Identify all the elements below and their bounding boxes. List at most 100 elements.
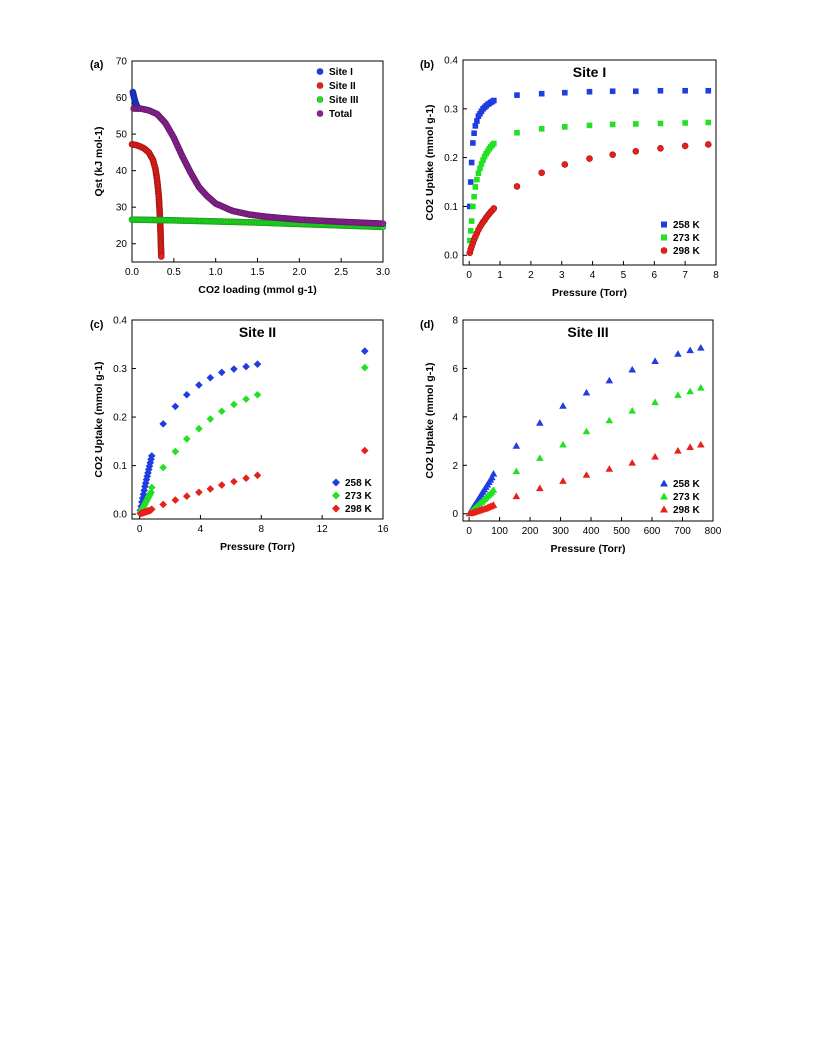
panel-label: (c) (90, 319, 104, 331)
data-point (141, 482, 149, 491)
data-point (360, 446, 369, 455)
data-point (206, 373, 215, 382)
legend-marker (660, 492, 668, 500)
y-tick-label: 0.4 (444, 56, 458, 67)
data-point (477, 165, 483, 172)
data-point (651, 398, 659, 406)
plot-frame (462, 319, 714, 522)
legend-marker (660, 247, 668, 254)
series-258-k: 258 K (465, 344, 705, 516)
x-tick-label: 500 (613, 526, 630, 537)
data-point (697, 344, 705, 351)
x-tick-label: 16 (377, 524, 389, 535)
data-point (605, 376, 614, 384)
x-tick-label: 0 (137, 524, 143, 535)
data-point (561, 161, 569, 168)
data-point (159, 420, 167, 428)
data-point (559, 440, 567, 448)
data-point (206, 485, 215, 493)
data-point (171, 496, 180, 504)
data-point (586, 122, 593, 129)
data-point (513, 183, 521, 190)
legend-label: 273 K (345, 491, 372, 502)
y-tick-label: 30 (116, 203, 128, 214)
data-point (682, 87, 688, 94)
legend-marker (316, 96, 324, 103)
legend-label: Site II (329, 81, 356, 92)
data-point (657, 87, 664, 94)
y-axis-label: CO2 Uptake (mmol g-1) (93, 361, 105, 477)
x-tick-label: 0 (466, 270, 472, 281)
data-point (472, 123, 479, 129)
data-point (628, 407, 637, 414)
data-point (467, 228, 474, 234)
data-point (145, 462, 154, 470)
data-point (657, 120, 664, 127)
series-298-k: 298 K (136, 446, 372, 518)
data-point (632, 121, 639, 127)
x-tick-label: 400 (583, 526, 600, 537)
legend-marker (660, 505, 668, 513)
y-tick-label: 40 (116, 166, 128, 177)
data-point (182, 435, 191, 443)
data-point (470, 203, 476, 210)
x-tick-label: 8 (713, 270, 719, 281)
data-point (681, 142, 689, 150)
data-point (230, 477, 238, 486)
data-point (489, 486, 498, 493)
data-point (195, 381, 203, 389)
data-point (147, 488, 155, 497)
chart-panel-b: (b) 0 1 2 3 4 5 6 7 8 0.0 0.1 0.2 0.3 0.4 Pressure (Tor… (420, 56, 719, 300)
x-tick-label: 0.0 (125, 267, 139, 278)
data-point (146, 458, 155, 467)
legend-label: Site III (329, 95, 359, 106)
data-point (140, 486, 148, 495)
data-point (379, 220, 387, 227)
data-point (360, 363, 369, 372)
data-point (481, 153, 488, 160)
data-point (471, 130, 477, 137)
chart-title: Site III (567, 324, 608, 340)
x-tick-label: 1.5 (251, 267, 265, 278)
x-tick-label: 200 (522, 526, 539, 537)
data-point (253, 471, 262, 480)
x-tick-label: 1 (497, 270, 503, 281)
data-point (488, 473, 496, 481)
x-tick-label: 300 (552, 526, 569, 537)
data-point (171, 402, 180, 411)
legend-label: Site I (329, 67, 353, 78)
data-point (217, 407, 226, 416)
y-tick-label: 70 (116, 57, 128, 68)
data-point (674, 350, 682, 357)
data-point (253, 390, 262, 399)
chart-title: Site II (239, 324, 276, 340)
data-point (586, 155, 593, 162)
legend-label: 258 K (673, 479, 700, 490)
x-tick-label: 0 (466, 526, 472, 537)
y-tick-label: 0.1 (444, 202, 458, 213)
data-point (682, 120, 688, 126)
data-point (657, 145, 664, 152)
data-point (147, 452, 156, 460)
data-point (466, 203, 473, 210)
data-point (605, 465, 614, 472)
y-axis-label: Qst (kJ mol-1) (93, 126, 105, 196)
data-point (705, 119, 712, 126)
x-axis-label: Pressure (Torr) (550, 543, 625, 555)
plot-frame (131, 319, 384, 520)
data-point (536, 484, 544, 492)
data-point (489, 501, 498, 508)
y-tick-label: 0 (452, 509, 458, 520)
x-tick-label: 600 (644, 526, 661, 537)
x-tick-label: 4 (198, 524, 204, 535)
data-point (704, 141, 712, 148)
series-total: Total (130, 105, 387, 227)
data-point (512, 467, 521, 475)
data-point (466, 237, 473, 244)
panel-label: (d) (420, 319, 434, 331)
data-point (474, 176, 480, 183)
x-axis-label: Pressure (Torr) (552, 287, 627, 299)
data-point (490, 205, 498, 212)
x-tick-label: 3 (559, 270, 565, 281)
